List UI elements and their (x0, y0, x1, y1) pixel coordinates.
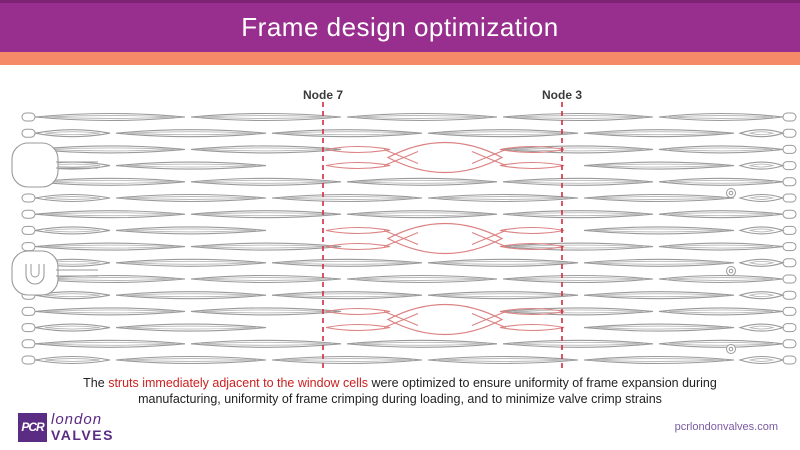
accent-strip (0, 52, 800, 65)
caption-suffix: were optimized to ensure uniformity of f… (138, 376, 717, 407)
logo-london: london (51, 411, 103, 428)
website-link[interactable]: pcrlondonvalves.com (674, 421, 778, 433)
caption: The struts immediately adjacent to the w… (50, 375, 750, 408)
node-7-label: Node 7 (302, 88, 344, 102)
slide-header: Frame design optimization (0, 0, 800, 52)
logo-valves: VALVES (51, 427, 114, 443)
pcr-london-valves-logo: PCR london VALVES (18, 412, 114, 442)
caption-highlight: struts immediately adjacent to the windo… (108, 376, 369, 390)
caption-prefix: The (83, 376, 109, 390)
node-3-label: Node 3 (541, 88, 583, 102)
page-title: Frame design optimization (241, 12, 559, 42)
pcr-logo-icon: PCR (18, 412, 47, 442)
